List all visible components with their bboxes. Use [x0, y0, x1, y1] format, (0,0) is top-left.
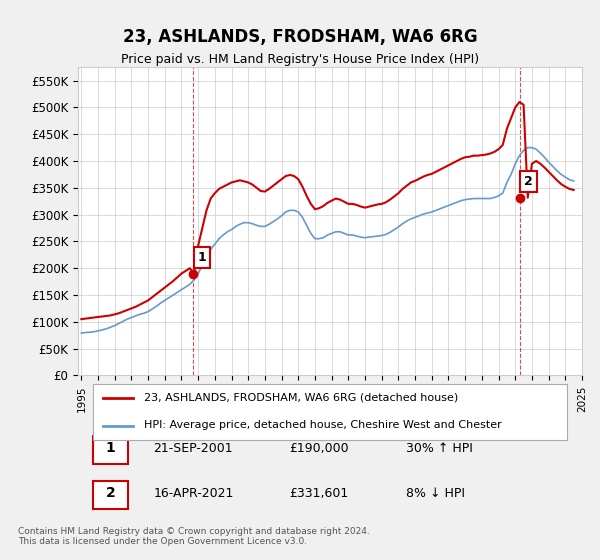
Text: 23, ASHLANDS, FRODSHAM, WA6 6RG: 23, ASHLANDS, FRODSHAM, WA6 6RG — [122, 28, 478, 46]
FancyBboxPatch shape — [93, 436, 128, 464]
Text: Contains HM Land Registry data © Crown copyright and database right 2024.
This d: Contains HM Land Registry data © Crown c… — [18, 526, 370, 546]
Text: £190,000: £190,000 — [290, 442, 349, 455]
Text: 1: 1 — [197, 251, 206, 264]
Text: 1: 1 — [106, 441, 116, 455]
Text: 21-SEP-2001: 21-SEP-2001 — [154, 442, 233, 455]
Text: 23, ASHLANDS, FRODSHAM, WA6 6RG (detached house): 23, ASHLANDS, FRODSHAM, WA6 6RG (detache… — [143, 392, 458, 402]
Text: 30% ↑ HPI: 30% ↑ HPI — [406, 442, 472, 455]
Text: 8% ↓ HPI: 8% ↓ HPI — [406, 487, 464, 500]
Text: 2: 2 — [524, 175, 533, 188]
FancyBboxPatch shape — [93, 481, 128, 509]
Text: Price paid vs. HM Land Registry's House Price Index (HPI): Price paid vs. HM Land Registry's House … — [121, 53, 479, 66]
Text: 16-APR-2021: 16-APR-2021 — [154, 487, 234, 500]
FancyBboxPatch shape — [93, 384, 567, 440]
Text: HPI: Average price, detached house, Cheshire West and Chester: HPI: Average price, detached house, Ches… — [143, 420, 501, 430]
Text: £331,601: £331,601 — [290, 487, 349, 500]
Text: 2: 2 — [106, 486, 116, 500]
